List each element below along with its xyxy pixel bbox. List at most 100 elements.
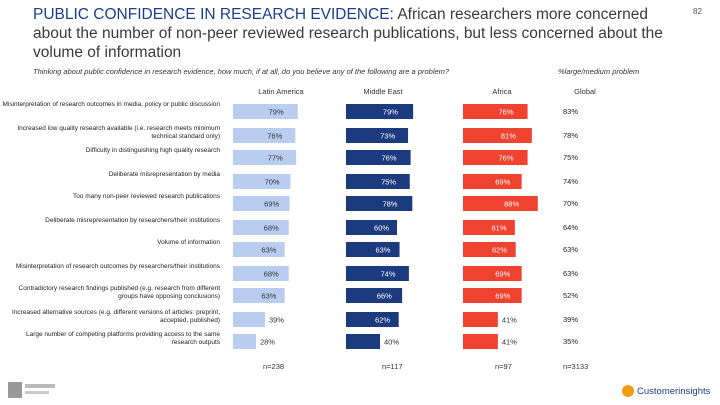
bar-latin-america	[233, 104, 298, 119]
bar-africa	[463, 150, 528, 165]
row-label: Deliberate misrepresentation by media	[108, 171, 220, 178]
bar-label-latin-america: 69%	[264, 200, 279, 209]
bar-latin-america	[233, 242, 285, 257]
sense-logo-icon	[8, 382, 55, 398]
bar-label-latin-america: 76%	[267, 132, 282, 141]
bar-label-africa: 62%	[492, 246, 507, 255]
bar-label-middle-east: 60%	[374, 224, 389, 233]
bar-middle-east	[346, 150, 411, 165]
survey-question: Thinking about public confidence in rese…	[33, 67, 450, 76]
region-header-global: Global	[574, 87, 596, 96]
bar-africa	[463, 220, 515, 235]
title-rest: African researchers more concerned about…	[33, 6, 663, 61]
row-label: Deliberate misrepresentation by research…	[45, 217, 220, 224]
bar-label-middle-east: 75%	[381, 178, 396, 187]
page-title: PUBLIC CONFIDENCE IN RESEARCH EVIDENCE: …	[33, 5, 683, 62]
bar-africa	[463, 288, 522, 303]
sample-size-latin-america: n=238	[263, 362, 285, 371]
row-label: Misinterpretation of research outcomes i…	[2, 101, 221, 108]
bar-latin-america	[233, 312, 265, 327]
global-value: 83%	[563, 107, 579, 116]
bar-label-latin-america: 39%	[269, 316, 284, 325]
bar-label-middle-east: 78%	[382, 200, 397, 209]
bar-label-latin-america: 28%	[260, 338, 275, 347]
bar-label-middle-east: 40%	[384, 338, 399, 347]
bar-middle-east	[346, 104, 414, 119]
bar-middle-east	[346, 174, 410, 189]
bar-label-africa: 76%	[499, 154, 514, 163]
bar-latin-america	[233, 220, 289, 235]
global-value: 63%	[563, 269, 579, 278]
bar-label-middle-east: 63%	[375, 246, 390, 255]
region-header-africa: Africa	[492, 87, 512, 96]
bar-label-latin-america: 70%	[265, 178, 280, 187]
row-label: Difficulty in distinguishing high qualit…	[85, 147, 220, 154]
row-label: Increased alternative sources (e.g. diff…	[12, 309, 220, 324]
bar-label-latin-america: 63%	[261, 246, 276, 255]
bar-africa	[463, 104, 528, 119]
bar-middle-east	[346, 312, 399, 327]
bar-label-africa: 61%	[492, 224, 507, 233]
page-number: 82	[693, 7, 702, 16]
bar-latin-america	[233, 266, 289, 281]
bar-middle-east	[346, 128, 409, 143]
bar-africa	[463, 174, 522, 189]
bar-label-africa: 81%	[501, 132, 516, 141]
row-label: Misinterpretation of research outcomes b…	[15, 263, 220, 270]
bar-africa	[463, 242, 516, 257]
row-label: Contradictory research findings publishe…	[18, 285, 220, 300]
bar-latin-america	[233, 288, 285, 303]
bar-latin-america	[233, 334, 256, 349]
bar-middle-east	[346, 334, 380, 349]
row-label: Increased low quality research available…	[17, 125, 220, 140]
region-header-latin-america: Latin America	[258, 87, 304, 96]
bar-label-middle-east: 73%	[380, 132, 395, 141]
bar-label-middle-east: 79%	[383, 108, 398, 117]
brand-logo-icon	[622, 385, 634, 397]
bar-label-middle-east: 62%	[375, 316, 390, 325]
bar-middle-east	[346, 220, 397, 235]
title-lead: PUBLIC CONFIDENCE IN RESEARCH EVIDENCE:	[33, 6, 394, 23]
bar-latin-america	[233, 150, 297, 165]
bar-label-latin-america: 68%	[264, 224, 279, 233]
bar-label-africa: 41%	[502, 316, 517, 325]
bar-label-latin-america: 63%	[261, 292, 276, 301]
global-value: 64%	[563, 223, 579, 232]
global-value: 78%	[563, 131, 579, 140]
bar-label-latin-america: 68%	[264, 270, 279, 279]
bar-label-latin-america: 79%	[269, 108, 284, 117]
bar-africa	[463, 128, 532, 143]
bar-label-africa: 88%	[504, 200, 519, 209]
sample-size-middle-east: n=117	[382, 362, 403, 371]
bar-africa	[463, 334, 498, 349]
region-header-middle-east: Middle East	[363, 87, 403, 96]
row-label: Too many non-peer reviewed research publ…	[72, 193, 220, 200]
bar-latin-america	[233, 128, 296, 143]
sample-size-africa: n=97	[495, 362, 512, 371]
bar-latin-america	[233, 174, 291, 189]
global-value: 75%	[563, 153, 579, 162]
percent-note: %large/medium problem	[558, 67, 640, 76]
bar-label-africa: 76%	[499, 108, 514, 117]
bar-label-africa: 69%	[495, 270, 510, 279]
row-label: Large number of competing platforms prov…	[25, 331, 220, 346]
row-label: Volume of information	[157, 239, 220, 246]
sample-size-global: n=3133	[563, 362, 589, 371]
global-value: 74%	[563, 177, 579, 186]
bar-label-africa: 69%	[495, 178, 510, 187]
global-value: 63%	[563, 245, 579, 254]
global-value: 39%	[563, 315, 579, 324]
bar-middle-east	[346, 196, 413, 211]
brand-name: Customerinsights	[637, 386, 711, 397]
bar-label-middle-east: 66%	[377, 292, 392, 301]
bar-middle-east	[346, 288, 403, 303]
global-value: 35%	[563, 337, 579, 346]
global-value: 70%	[563, 199, 579, 208]
bar-label-africa: 41%	[502, 338, 517, 347]
bar-middle-east	[346, 242, 400, 257]
global-value: 52%	[563, 291, 579, 300]
bar-label-latin-america: 77%	[268, 154, 283, 163]
bar-latin-america	[233, 196, 290, 211]
bar-label-middle-east: 76%	[382, 154, 397, 163]
